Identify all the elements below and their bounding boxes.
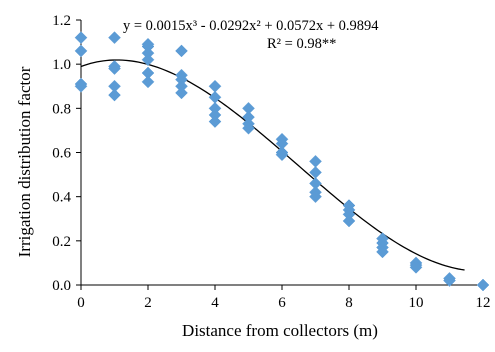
x-tick-label: 10 bbox=[409, 295, 424, 311]
y-tick-label: 0.4 bbox=[52, 190, 71, 206]
data-point bbox=[108, 62, 121, 75]
data-point bbox=[342, 214, 356, 228]
plot-area: 0.0 0.2 0.4 0.6 0.8 1.0 1.2 0 2 4 6 8 10 12 bbox=[52, 13, 490, 311]
data-point bbox=[141, 75, 155, 89]
x-tick-label: 4 bbox=[211, 295, 219, 311]
data-point bbox=[74, 79, 88, 93]
y-tick-label: 1.0 bbox=[52, 57, 71, 73]
x-tick-label: 6 bbox=[278, 295, 286, 311]
data-point bbox=[208, 79, 222, 93]
data-point bbox=[309, 154, 322, 168]
y-tick-label: 0.0 bbox=[52, 278, 71, 294]
data-point bbox=[242, 121, 255, 135]
x-tick-label: 0 bbox=[77, 295, 85, 311]
data-point bbox=[443, 274, 456, 287]
x-tick-label: 12 bbox=[476, 295, 491, 311]
r-squared-annotation: R² = 0.98** bbox=[267, 36, 336, 52]
data-point bbox=[74, 44, 88, 58]
data-point bbox=[175, 86, 188, 100]
data-point bbox=[275, 148, 289, 162]
y-tick-label: 1.2 bbox=[52, 13, 71, 29]
y-axis-title: Irrigation distribution factor bbox=[15, 66, 34, 257]
x-tick-label: 2 bbox=[144, 295, 152, 311]
data-point bbox=[208, 115, 222, 128]
data-point bbox=[141, 53, 155, 67]
data-point bbox=[476, 278, 490, 292]
data-point bbox=[376, 245, 389, 259]
data-point bbox=[309, 190, 322, 204]
y-tick-label: 0.8 bbox=[52, 101, 71, 117]
data-point bbox=[175, 44, 188, 58]
equation-annotation: y = 0.0015x³ - 0.0292x² + 0.0572x + 0.98… bbox=[123, 18, 379, 34]
y-tick-label: 0.6 bbox=[52, 146, 71, 162]
x-tick-label: 8 bbox=[345, 295, 353, 311]
x-axis-title: Distance from collectors (m) bbox=[182, 321, 378, 340]
data-point bbox=[108, 88, 121, 102]
data-point bbox=[108, 31, 121, 45]
trendline bbox=[80, 59, 465, 271]
data-point bbox=[74, 31, 88, 45]
y-tick-label: 0.2 bbox=[52, 234, 71, 250]
data-point bbox=[409, 260, 423, 274]
